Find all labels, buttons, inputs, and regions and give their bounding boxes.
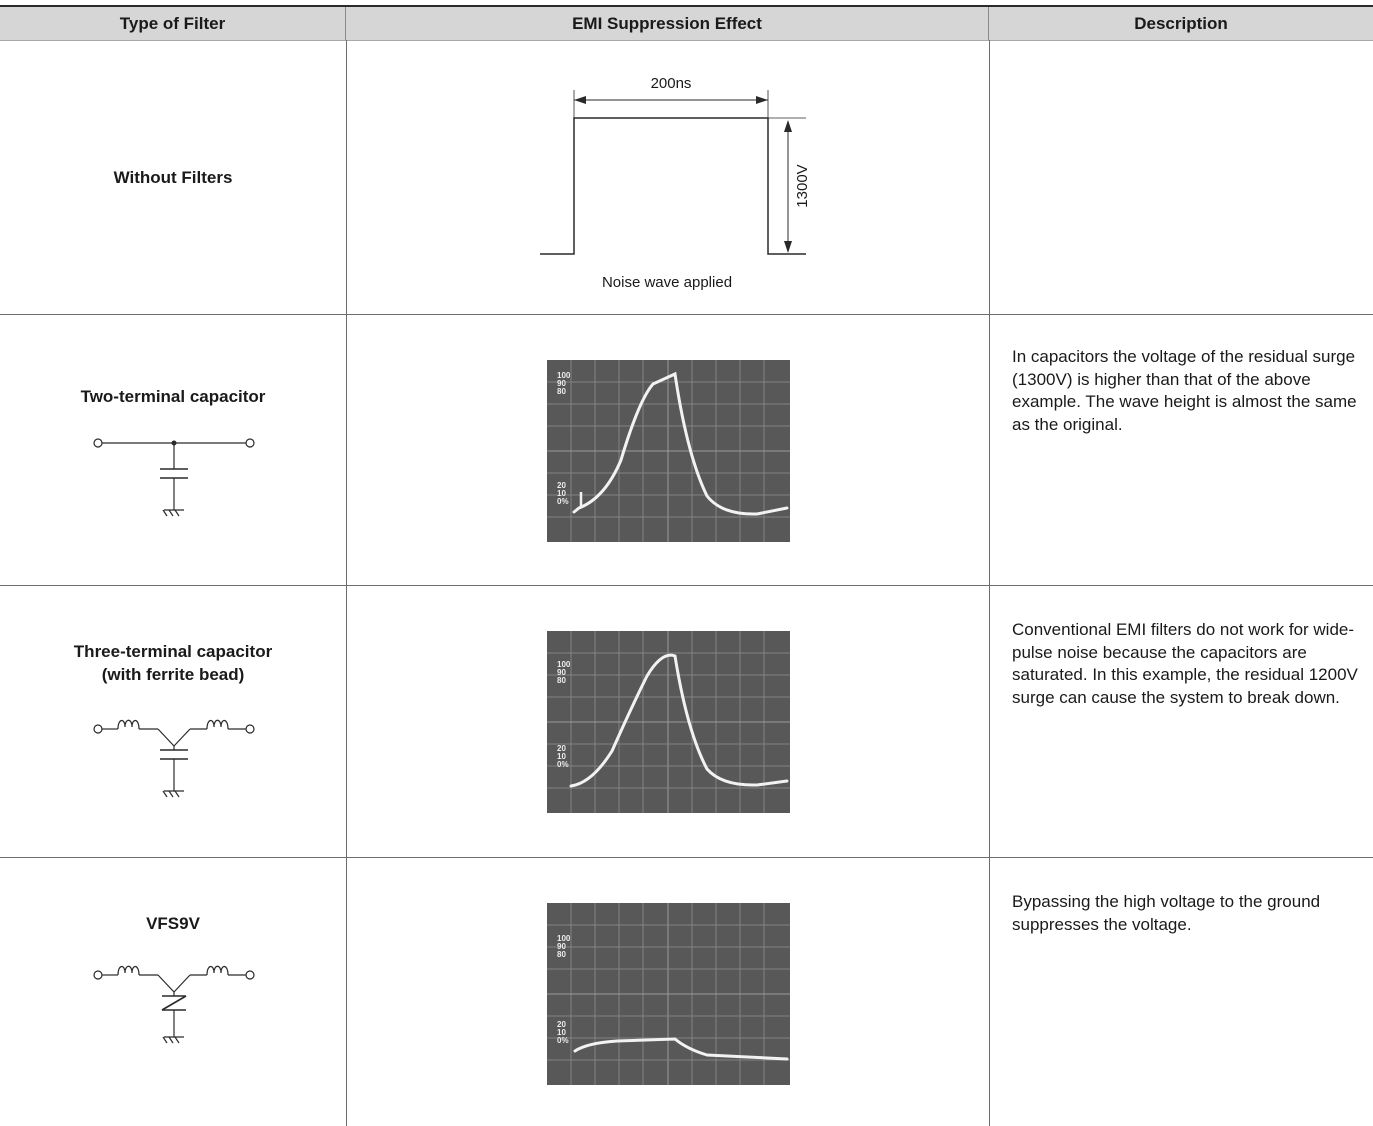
- filter-type-label: VFS9V: [146, 914, 200, 933]
- table-header: Type of Filter EMI Suppression Effect De…: [0, 7, 1373, 41]
- scope-scale-label: 90: [557, 668, 566, 677]
- description-text: Bypassing the high voltage to the ground…: [1012, 892, 1321, 934]
- scope-scale-label: 100: [557, 660, 571, 669]
- pulse-width-label: 200ns: [651, 75, 692, 92]
- column-divider: [989, 40, 990, 1126]
- filter-type-label: Two-terminal capacitor: [80, 387, 266, 406]
- scope-scale-label: 0%: [557, 497, 569, 506]
- scope-scale-label: 20: [557, 1020, 566, 1029]
- row-divider: [0, 585, 1373, 586]
- scope-scale-label: 10: [557, 1028, 566, 1037]
- filter-type-sublabel: (with ferrite bead): [101, 665, 245, 684]
- header-type-of-filter: Type of Filter: [0, 7, 346, 40]
- scope-scale-label: 90: [557, 379, 566, 388]
- waveform-trace: [569, 653, 789, 788]
- oscilloscope-screen: 100 90 80 20 10 0%: [547, 360, 790, 542]
- scope-scale-label: 10: [557, 489, 566, 498]
- noise-waveform-diagram: 200ns 1300V Noise wave applied: [540, 75, 811, 291]
- scope-scale-label: 100: [557, 934, 571, 943]
- description-text: In capacitors the voltage of the residua…: [1012, 347, 1357, 434]
- waveform-caption: Noise wave applied: [602, 274, 732, 291]
- scope-scale-label: 0%: [557, 1036, 569, 1045]
- arrow-head: [784, 241, 792, 253]
- scope-scale-label: 20: [557, 744, 566, 753]
- amplitude-label: 1300V: [794, 164, 811, 207]
- header-emi-suppression-effect: EMI Suppression Effect: [346, 7, 989, 40]
- header-description: Description: [1134, 13, 1228, 33]
- arrow-head: [756, 96, 768, 104]
- scope-scale-label: 80: [557, 387, 566, 396]
- scope-scale-label: 80: [557, 676, 566, 685]
- row-divider: [0, 857, 1373, 858]
- column-divider: [346, 40, 347, 1126]
- scope-scale-label: 90: [557, 942, 566, 951]
- scope-scale-label: 10: [557, 752, 566, 761]
- row-divider: [0, 314, 1373, 315]
- two-terminal-capacitor-schematic: [93, 438, 255, 517]
- pulse-wave: [540, 117, 806, 255]
- filter-type-label: Without Filters: [113, 168, 233, 187]
- waveform-trace: [572, 371, 789, 516]
- description-text: Conventional EMI filters do not work for…: [1012, 620, 1358, 707]
- scope-scale-label: 0%: [557, 760, 569, 769]
- arrow-head: [574, 96, 586, 104]
- scope-scale-label: 100: [557, 371, 571, 380]
- three-terminal-capacitor-schematic: [93, 719, 255, 798]
- oscilloscope-screen: 100 90 80 20 10 0%: [547, 631, 790, 813]
- vfs9v-varistor-schematic: [93, 965, 255, 1044]
- arrow-head: [784, 120, 792, 132]
- waveform-trace: [573, 1037, 789, 1061]
- top-rule: [0, 5, 1373, 7]
- oscilloscope-screen: 100 90 80 20 10 0%: [547, 903, 790, 1085]
- filter-type-label: Three-terminal capacitor: [73, 642, 273, 661]
- scope-scale-label: 20: [557, 481, 566, 490]
- scope-scale-label: 80: [557, 950, 566, 959]
